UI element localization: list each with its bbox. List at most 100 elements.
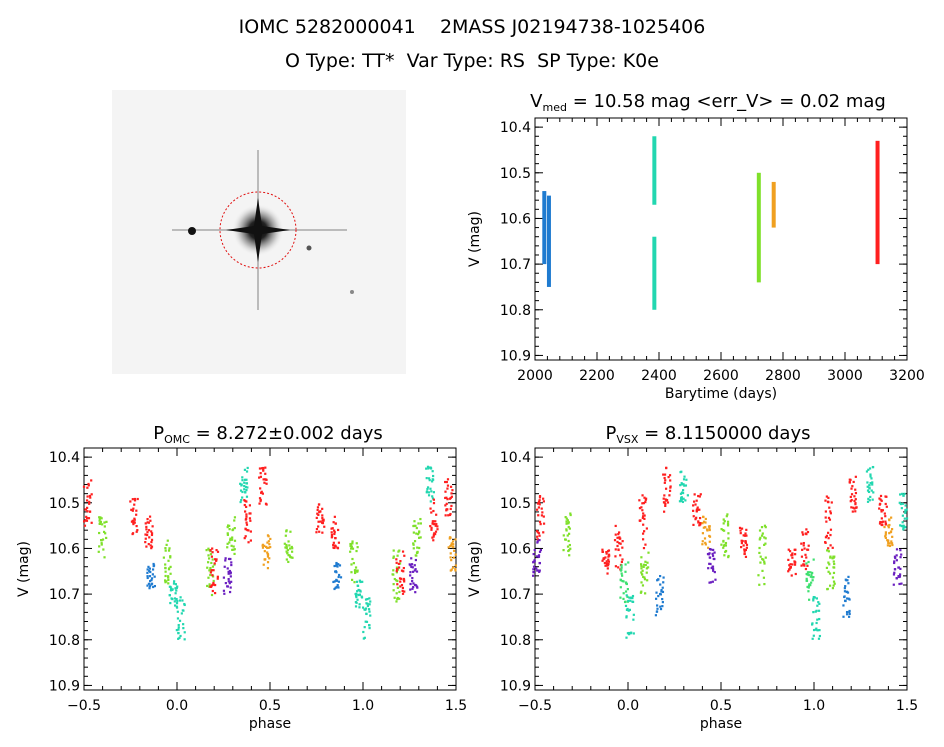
data-point <box>868 487 871 490</box>
data-point <box>150 583 153 586</box>
data-point <box>148 587 151 590</box>
data-point <box>891 543 894 547</box>
data-point <box>100 543 103 546</box>
data-cluster-13 <box>239 466 249 504</box>
data-cluster-25 <box>395 550 406 595</box>
data-point <box>663 510 666 513</box>
data-point <box>538 534 541 537</box>
data-point <box>339 576 343 579</box>
data-point <box>847 575 850 578</box>
title-rest: = 8.1150000 days <box>638 423 810 444</box>
data-point <box>216 575 219 578</box>
data-point <box>709 581 713 584</box>
data-point <box>411 580 414 583</box>
title-main: V <box>530 91 543 112</box>
data-point <box>812 611 815 614</box>
data-point <box>629 596 633 599</box>
data-point <box>239 500 242 504</box>
data-point <box>901 492 904 495</box>
data-point <box>899 524 902 527</box>
data-point <box>264 478 267 481</box>
title-main: P <box>606 423 617 444</box>
data-point <box>449 485 453 488</box>
data-point <box>704 541 707 545</box>
data-point <box>209 549 212 552</box>
data-point <box>566 519 569 522</box>
data-point <box>539 523 542 526</box>
data-cluster-27 <box>865 465 875 503</box>
data-point <box>449 552 452 555</box>
data-point <box>206 584 209 588</box>
data-point <box>898 575 902 578</box>
data-point <box>363 626 366 629</box>
data-point <box>337 580 340 583</box>
data-point <box>763 562 766 565</box>
data-point <box>805 579 809 582</box>
data-point <box>210 555 214 558</box>
data-point <box>432 491 436 494</box>
data-point <box>843 587 846 590</box>
data-point <box>879 520 882 524</box>
data-point <box>450 504 453 508</box>
data-point <box>893 560 896 563</box>
data-point <box>362 630 365 634</box>
data-point <box>84 519 87 522</box>
data-cluster-9 <box>639 551 650 595</box>
data-point <box>694 518 697 521</box>
data-point <box>538 570 541 573</box>
data-point <box>898 501 901 504</box>
data-point <box>872 491 875 494</box>
data-point <box>98 531 101 535</box>
field-star-1 <box>188 227 196 235</box>
data-point <box>230 563 233 567</box>
data-point <box>249 530 252 533</box>
x-axis-label: phase <box>249 716 291 732</box>
data-point <box>627 633 631 636</box>
data-point <box>291 547 294 550</box>
data-point <box>90 479 93 482</box>
data-point <box>89 496 92 499</box>
data-point <box>743 534 747 537</box>
data-point <box>869 475 872 478</box>
data-point <box>177 623 180 627</box>
data-point <box>451 489 454 492</box>
data-point <box>434 520 437 523</box>
data-point <box>867 468 870 471</box>
data-point <box>902 526 905 529</box>
data-point <box>568 543 571 547</box>
data-point <box>150 577 154 580</box>
data-point <box>430 511 433 514</box>
data-point <box>791 556 794 559</box>
title-subscript: OMC <box>164 433 190 446</box>
data-point <box>261 492 264 495</box>
data-point <box>427 494 431 497</box>
data-point <box>852 480 855 484</box>
data-point <box>226 585 229 588</box>
data-point <box>833 566 836 569</box>
data-point <box>435 513 438 516</box>
data-point <box>665 467 668 470</box>
data-point <box>707 525 711 528</box>
panel-title: PVSX = 8.1150000 days <box>606 423 811 446</box>
data-point <box>807 584 811 587</box>
data-point <box>148 569 151 573</box>
data-point <box>680 491 684 494</box>
data-point <box>902 528 905 531</box>
data-point <box>614 555 617 558</box>
data-point <box>451 540 455 543</box>
data-point <box>727 554 730 558</box>
data-point <box>854 502 857 505</box>
data-point <box>284 546 287 549</box>
data-point <box>802 541 805 545</box>
data-point <box>425 477 428 480</box>
data-point <box>881 520 885 523</box>
data-point <box>641 509 644 512</box>
data-point <box>800 564 803 567</box>
data-point <box>240 484 243 487</box>
data-point <box>178 636 181 639</box>
data-point <box>805 528 808 531</box>
data-point <box>904 510 907 513</box>
data-point <box>233 519 236 522</box>
data-point <box>167 582 170 585</box>
data-point <box>335 579 339 582</box>
